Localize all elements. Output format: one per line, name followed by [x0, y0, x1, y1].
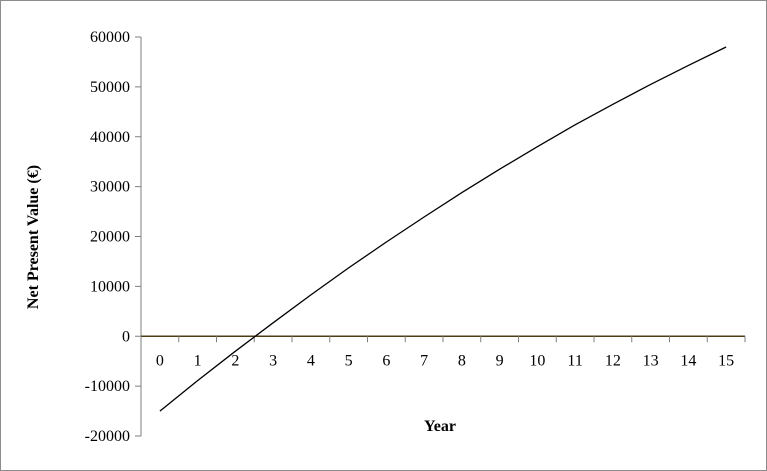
y-tick-label: 30000 — [90, 179, 130, 196]
x-tick-label: 3 — [269, 352, 277, 369]
x-tick-label: 0 — [156, 352, 164, 369]
y-tick-label: -20000 — [85, 428, 130, 445]
y-tick-label: 60000 — [90, 29, 130, 46]
x-tick-label: 14 — [680, 352, 696, 369]
y-tick-label: -10000 — [85, 378, 130, 395]
x-axis: 0 1 2 3 4 5 6 7 8 9 10 11 12 13 14 15 — [140, 335, 746, 369]
x-tick-label: 4 — [307, 352, 315, 369]
x-tick-label: 2 — [231, 352, 239, 369]
series — [159, 46, 727, 412]
x-tick-label: 13 — [643, 352, 659, 369]
x-tick-label: 15 — [718, 352, 734, 369]
x-tick-label: 9 — [496, 352, 504, 369]
y-axis-title: Net Present Value (€) — [25, 165, 42, 309]
x-tick-label: 12 — [605, 352, 621, 369]
npv-series-line — [159, 46, 727, 412]
y-tick-label: 40000 — [90, 129, 130, 146]
x-tick-label: 7 — [420, 352, 428, 369]
y-tick-label: 0 — [122, 328, 130, 345]
y-tick-label: 20000 — [90, 229, 130, 246]
y-axis: -20000 -10000 0 10000 20000 30000 40000 50000 60… — [85, 29, 142, 445]
x-tick-label: 8 — [458, 352, 466, 369]
x-tick-label: 5 — [345, 352, 353, 369]
x-tick-label: 1 — [194, 352, 202, 369]
y-tick-label: 50000 — [90, 79, 130, 96]
x-axis-title: Year — [424, 418, 456, 435]
x-tick-label: 10 — [529, 352, 545, 369]
x-tick-label: 11 — [567, 352, 582, 369]
x-tick-label: 6 — [382, 352, 390, 369]
y-tick-label: 10000 — [90, 278, 130, 295]
